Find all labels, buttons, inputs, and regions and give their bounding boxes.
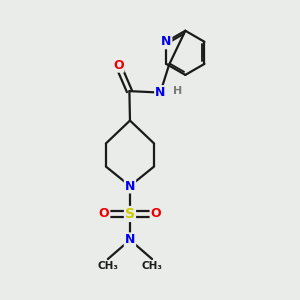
Text: CH₃: CH₃ xyxy=(98,261,118,272)
Text: N: N xyxy=(161,35,171,48)
Text: S: S xyxy=(125,207,135,221)
Text: O: O xyxy=(151,208,161,220)
Text: CH₃: CH₃ xyxy=(142,261,163,272)
Text: O: O xyxy=(113,59,124,72)
Text: N: N xyxy=(125,233,135,246)
Text: N: N xyxy=(125,179,135,193)
Text: N: N xyxy=(155,86,166,99)
Text: H: H xyxy=(173,86,182,96)
Text: O: O xyxy=(99,208,110,220)
